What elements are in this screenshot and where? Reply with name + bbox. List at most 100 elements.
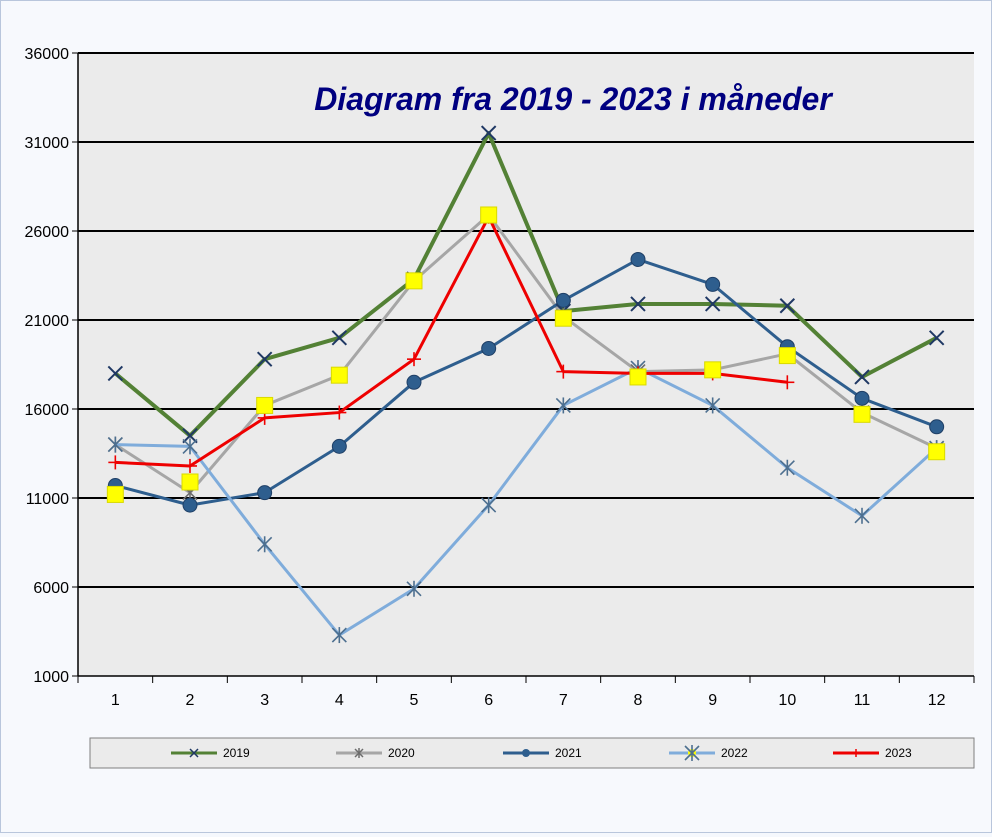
- x-tick-label: 8: [634, 692, 643, 709]
- x-tick-label: 10: [778, 692, 796, 709]
- series-markers: [106, 125, 946, 644]
- data-point-2019: [256, 351, 273, 367]
- x-tick-label: 1: [111, 692, 120, 709]
- x-tick-label: 12: [928, 692, 946, 709]
- marker-stroke: [256, 351, 273, 367]
- series-line-2020: [114, 213, 938, 495]
- data-point-2019: [331, 330, 348, 346]
- data-point-2021: [929, 419, 945, 435]
- data-point-2022: [331, 627, 347, 644]
- data-point-2021: [257, 485, 273, 501]
- highlight-point: [554, 309, 572, 327]
- data-point-2019: [779, 298, 796, 314]
- x-tick-label: 6: [484, 692, 493, 709]
- data-point-2021: [630, 251, 646, 267]
- legend-label: 2019: [223, 746, 250, 760]
- series-line-2023: [115, 215, 788, 468]
- marker-stroke: [928, 330, 945, 346]
- legend-marker: [189, 748, 199, 758]
- legend-item-2023: 2023: [833, 746, 912, 760]
- highlight-point: [928, 443, 946, 461]
- chart-title: Diagram fra 2019 - 2023 i måneder: [314, 81, 833, 117]
- data-point-2022: [257, 536, 273, 553]
- y-tick-label: 21000: [25, 313, 70, 330]
- x-tick-label: 11: [854, 692, 871, 709]
- legend-item-2022: 2022: [669, 745, 748, 761]
- highlight-point: [330, 366, 348, 384]
- data-point-2022: [854, 507, 870, 524]
- series-line-2022: [115, 366, 938, 637]
- data-point-2022: [107, 436, 123, 453]
- marker-stroke: [182, 427, 198, 444]
- data-point-2021: [182, 497, 198, 513]
- marker-stroke: [704, 296, 721, 312]
- legend-label: 2022: [721, 746, 748, 760]
- data-point-2022: [182, 438, 198, 455]
- legend-marker: [684, 745, 700, 761]
- marker-stroke: [480, 125, 497, 141]
- data-point-2021: [555, 292, 571, 308]
- highlight-point: [629, 368, 647, 386]
- x-tick-label: 7: [559, 692, 568, 709]
- data-point-2023: [556, 364, 571, 379]
- y-tick-label: 16000: [25, 402, 70, 419]
- data-point-2019: [928, 330, 945, 346]
- legend-label: 2023: [885, 746, 912, 760]
- legend-item-2019: 2019: [171, 746, 250, 760]
- data-point-2022: [779, 459, 795, 476]
- data-point-2019: [480, 125, 497, 141]
- data-point-2021: [406, 374, 422, 390]
- data-point-2021: [854, 390, 870, 406]
- data-point-2021: [481, 340, 497, 356]
- highlight-point: [405, 272, 423, 290]
- highlight-point: [704, 361, 722, 379]
- highlight-point: [778, 347, 796, 365]
- legend-item-2020: 2020: [336, 746, 415, 760]
- plot-area: [78, 53, 974, 676]
- legend-item-2021: 2021: [503, 746, 582, 760]
- data-point-2023: [780, 375, 795, 390]
- y-tick-label: 31000: [25, 135, 70, 152]
- data-point-2019: [704, 296, 721, 312]
- data-point-2019: [854, 369, 870, 385]
- data-point-2022: [555, 397, 571, 414]
- series-line-2021: [114, 257, 938, 507]
- data-point-2021: [331, 438, 347, 454]
- data-point-2022: [406, 580, 422, 597]
- marker-stroke: [331, 330, 348, 346]
- highlight-point: [480, 206, 498, 224]
- data-point-2019: [107, 365, 124, 382]
- legend: 2019 2020 2021 2022 2023: [89, 737, 975, 769]
- data-point-2022: [705, 397, 721, 414]
- y-tick-label: 36000: [25, 46, 70, 63]
- marker-stroke: [854, 369, 870, 385]
- marker-stroke: [779, 298, 796, 314]
- legend-label: 2020: [388, 746, 415, 760]
- data-point-2023: [332, 405, 347, 420]
- x-tick-label: 5: [410, 692, 419, 709]
- y-tick-label: 1000: [33, 669, 69, 686]
- x-tick-label: 3: [260, 692, 269, 709]
- y-tick-label: 6000: [33, 580, 69, 597]
- marker-stroke: [107, 365, 124, 382]
- highlight-point: [256, 396, 274, 414]
- x-tick-label: 4: [335, 692, 344, 709]
- x-tick-label: 2: [186, 692, 195, 709]
- data-point-2019: [182, 427, 198, 444]
- highlight-point: [853, 405, 871, 423]
- y-tick-label: 11000: [26, 491, 69, 508]
- data-point-2023: [108, 455, 123, 470]
- marker-stroke: [630, 296, 646, 312]
- data-point-2022: [481, 497, 497, 514]
- data-point-2021: [705, 276, 721, 292]
- x-tick-label: 9: [708, 692, 717, 709]
- highlight-point: [181, 473, 199, 491]
- data-point-2023: [407, 352, 421, 367]
- data-point-2019: [630, 296, 646, 312]
- highlight-point: [106, 485, 124, 503]
- series-line-2019: [114, 131, 938, 438]
- series-lines: [114, 131, 938, 637]
